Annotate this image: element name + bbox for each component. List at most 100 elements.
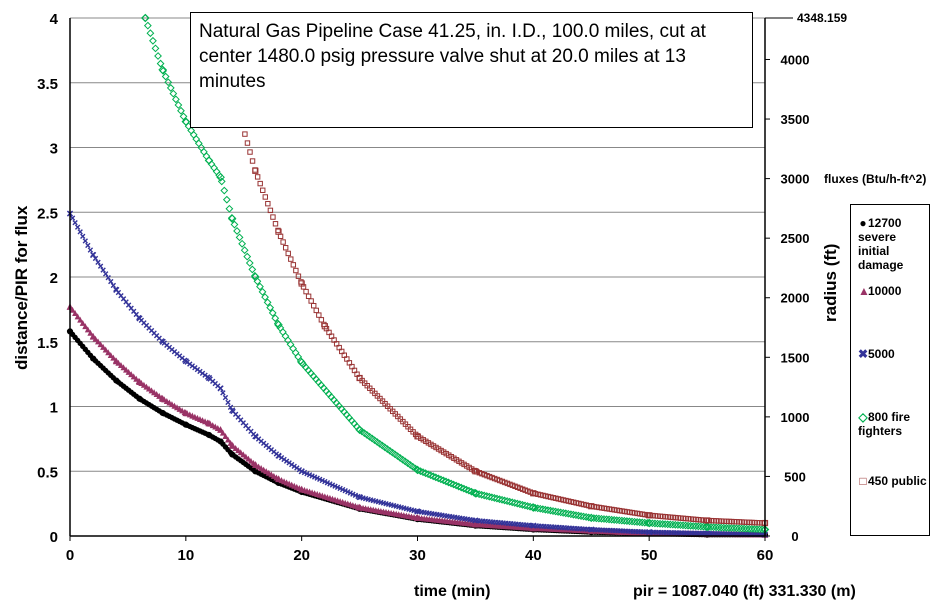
series-marker <box>503 497 512 505</box>
legend-marker-triangle-icon: ▲ <box>858 284 870 298</box>
series-marker <box>260 187 266 193</box>
data-point <box>275 228 282 235</box>
series-marker <box>714 523 723 532</box>
series-marker <box>508 498 517 507</box>
data-point <box>298 468 305 475</box>
series-marker <box>612 516 621 525</box>
legend-item-label: 800 fire fighters <box>858 410 911 438</box>
y-right-tick-label: 2000 <box>781 291 810 306</box>
series-marker <box>747 525 756 533</box>
series-marker <box>699 522 708 531</box>
series-marker <box>295 273 302 279</box>
series-marker <box>240 451 247 458</box>
y-right-tick-label: 2500 <box>781 231 810 246</box>
series-marker <box>143 21 152 30</box>
series-marker <box>717 523 726 532</box>
series-marker <box>174 101 183 109</box>
series-marker <box>110 282 117 289</box>
series-marker <box>630 517 639 526</box>
data-point <box>646 512 653 519</box>
y-left-tick-label: 2 <box>50 270 58 287</box>
series-marker <box>130 373 137 380</box>
series-marker <box>87 329 94 336</box>
data-point <box>140 13 150 23</box>
series-marker <box>313 307 319 314</box>
series-marker <box>541 505 550 514</box>
data-point <box>112 357 120 365</box>
series-marker <box>202 152 211 161</box>
series-marker <box>161 72 170 81</box>
series-marker <box>159 66 168 75</box>
data-point <box>113 377 120 384</box>
data-point <box>297 358 306 367</box>
series-marker <box>187 126 196 135</box>
series-marker <box>74 313 81 320</box>
series-marker <box>265 469 272 476</box>
series-marker <box>260 466 267 473</box>
series-marker <box>95 338 102 345</box>
series-marker <box>97 341 104 348</box>
series-marker <box>589 514 598 523</box>
data-point <box>414 514 421 521</box>
legend-item-10000: ▲10000 <box>858 284 930 298</box>
series-marker <box>100 343 107 350</box>
series-marker <box>752 525 761 534</box>
series-marker <box>523 502 532 510</box>
series-marker <box>610 516 619 524</box>
series-marker <box>531 503 540 512</box>
series-marker <box>696 522 705 531</box>
series-marker <box>262 194 268 200</box>
series-marker <box>222 195 231 204</box>
series-marker <box>82 323 89 330</box>
data-point <box>530 490 537 497</box>
legend-item-5000: ✖5000 <box>858 347 930 361</box>
series-marker <box>224 436 232 443</box>
series-marker <box>691 522 700 531</box>
series-marker <box>569 510 578 519</box>
data-point <box>702 522 712 532</box>
data-point <box>586 513 596 523</box>
legend-item-800: ◇800 fire fighters <box>858 410 930 438</box>
series-marker <box>291 348 300 357</box>
data-point <box>113 286 120 294</box>
data-point <box>703 530 711 537</box>
series-marker <box>143 383 150 390</box>
y-left-tick-label: 1.5 <box>37 335 58 352</box>
series-marker <box>107 351 114 358</box>
y-right-tick-label: 1000 <box>781 410 810 425</box>
legend <box>850 204 930 536</box>
series-marker <box>635 518 644 527</box>
data-point <box>252 468 259 475</box>
series-marker <box>597 514 606 523</box>
series-marker <box>117 362 124 369</box>
y-left-tick-label: 3.5 <box>37 76 58 93</box>
series-marker <box>500 496 509 505</box>
series-marker <box>737 524 746 533</box>
series-marker <box>257 180 263 187</box>
series-marker <box>477 490 486 499</box>
data-point <box>205 431 213 439</box>
series-marker <box>145 385 153 392</box>
series-marker <box>294 352 303 361</box>
series-marker <box>605 515 613 524</box>
series-marker <box>305 293 312 299</box>
series-marker <box>225 204 234 213</box>
series-marker <box>233 227 241 235</box>
data-point <box>182 409 190 417</box>
series-marker <box>566 510 575 519</box>
data-point <box>159 409 166 417</box>
x-tick-label: 60 <box>757 547 774 564</box>
series-marker <box>643 518 652 527</box>
series-marker <box>577 512 585 520</box>
series-marker <box>549 507 557 515</box>
series-marker <box>663 520 672 529</box>
data-point <box>646 529 653 536</box>
x-axis-label: time (min) <box>414 583 491 600</box>
y-right-tick-label: 500 <box>784 469 806 484</box>
series-marker <box>244 140 251 146</box>
y-left-tick-label: 0.5 <box>37 464 58 481</box>
data-point <box>298 280 305 287</box>
series-marker <box>247 457 254 464</box>
data-point <box>588 526 595 533</box>
